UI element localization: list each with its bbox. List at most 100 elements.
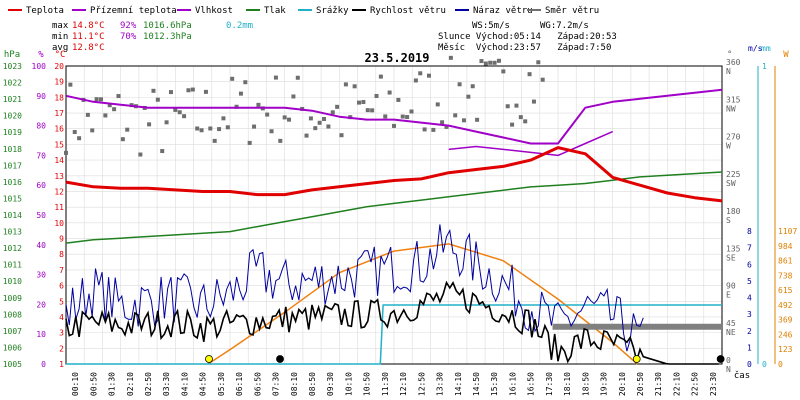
pressure-tick: 1013 bbox=[3, 228, 22, 237]
pressure-tick: 1021 bbox=[3, 95, 22, 104]
direction-point bbox=[221, 116, 226, 121]
pressure-tick: 1022 bbox=[3, 79, 22, 88]
time-tick: 02:10 bbox=[126, 372, 135, 396]
stat-min-press: 1012.3hPa bbox=[143, 32, 192, 42]
solar-tick: 123 bbox=[778, 345, 793, 354]
humidity-unit: % bbox=[38, 50, 44, 60]
direction-point bbox=[536, 60, 541, 65]
time-tick: 03:30 bbox=[162, 372, 171, 396]
direction-label: E bbox=[726, 291, 731, 300]
time-tick: 20:10 bbox=[618, 372, 627, 396]
direction-point bbox=[98, 97, 103, 102]
direction-point bbox=[505, 104, 510, 109]
time-tick: 00:50 bbox=[89, 372, 98, 396]
solar-line bbox=[207, 243, 638, 365]
time-unit: čas bbox=[734, 370, 750, 381]
time-tick: 08:50 bbox=[308, 372, 317, 396]
direction-point bbox=[160, 149, 165, 154]
direction-point bbox=[352, 84, 357, 89]
direction-point bbox=[378, 74, 383, 79]
direction-point bbox=[295, 75, 300, 80]
legend-label: Směr větru bbox=[545, 6, 599, 16]
direction-point bbox=[177, 110, 182, 115]
direction-point bbox=[243, 80, 248, 85]
direction-label: S bbox=[726, 216, 731, 225]
stat-max-rain: 0.2mm bbox=[226, 21, 253, 31]
solar-tick: 492 bbox=[778, 301, 793, 310]
time-tick: 08:10 bbox=[290, 372, 299, 396]
direction-tick: 360 bbox=[726, 58, 741, 67]
pressure-tick: 1023 bbox=[3, 62, 22, 71]
time-tick: 01:30 bbox=[108, 372, 117, 396]
stats-block: max 14.8°C 92% 1016.6hPa 0.2mm min 11.1°… bbox=[52, 21, 617, 53]
direction-point bbox=[112, 107, 117, 112]
direction-point bbox=[173, 107, 178, 112]
pressure-tick: 1007 bbox=[3, 327, 22, 336]
time-tick: 23:30 bbox=[709, 372, 718, 396]
time-tick: 10:50 bbox=[363, 372, 372, 396]
humidity-tick: 50 bbox=[36, 211, 46, 220]
direction-point bbox=[501, 69, 506, 74]
time-tick: 21:30 bbox=[654, 372, 663, 396]
humidity-line bbox=[448, 130, 613, 157]
time-tick: 22:10 bbox=[672, 372, 681, 396]
direction-point bbox=[287, 117, 292, 122]
direction-point bbox=[273, 75, 278, 80]
legend-label: Rychlost větru bbox=[370, 6, 446, 16]
time-tick: 05:30 bbox=[217, 372, 226, 396]
direction-point bbox=[409, 109, 414, 114]
temp-tick: 6 bbox=[59, 282, 64, 291]
time-tick: 17:30 bbox=[545, 372, 554, 396]
pressure-tick: 1020 bbox=[3, 112, 22, 121]
stat-wg: WG:7.2m/s bbox=[540, 21, 589, 31]
direction-point bbox=[540, 77, 545, 82]
rain-tick: 0 bbox=[762, 360, 767, 369]
direction-point bbox=[531, 99, 536, 104]
legend-label: Srážky bbox=[316, 6, 349, 16]
temp-tick: 10 bbox=[54, 219, 64, 228]
plot-area bbox=[64, 55, 725, 365]
temp-unit: °C bbox=[55, 50, 66, 60]
temp-tick: 9 bbox=[59, 235, 64, 244]
temp-tick: 16 bbox=[54, 125, 64, 134]
humidity-tick: 60 bbox=[36, 181, 46, 190]
direction-point bbox=[278, 138, 283, 143]
temp-tick: 11 bbox=[54, 203, 64, 212]
direction-point bbox=[448, 55, 453, 60]
chart-title: 23.5.2019 bbox=[364, 51, 429, 65]
solar-tick: 0 bbox=[778, 360, 783, 369]
pressure-tick: 1019 bbox=[3, 128, 22, 137]
direction-point bbox=[326, 124, 331, 129]
sun-marker bbox=[632, 355, 641, 363]
direction-point bbox=[125, 127, 130, 132]
time-tick: 06:50 bbox=[253, 372, 262, 396]
direction-label: W bbox=[726, 142, 731, 151]
stat-max-press: 1016.6hPa bbox=[143, 21, 192, 31]
time-tick: 15:30 bbox=[490, 372, 499, 396]
direction-tick: 90 bbox=[726, 282, 736, 291]
moon-marker bbox=[276, 355, 284, 363]
humidity-tick: 40 bbox=[36, 241, 46, 250]
direction-point bbox=[164, 120, 169, 125]
direction-point bbox=[335, 104, 340, 109]
pressure-tick: 1018 bbox=[3, 145, 22, 154]
temp-tick: 7 bbox=[59, 266, 64, 275]
pressure-tick: 1006 bbox=[3, 343, 22, 352]
windspeed-tick: 4 bbox=[747, 294, 752, 303]
time-tick: 14:50 bbox=[472, 372, 481, 396]
stat-sun: Slunce Východ:05:14 Západ:20:53 bbox=[438, 32, 617, 42]
direction-point bbox=[426, 73, 431, 78]
stat-min-hum: 70% bbox=[120, 32, 137, 42]
direction-point bbox=[440, 120, 445, 125]
direction-point bbox=[475, 117, 480, 122]
direction-point bbox=[225, 125, 230, 130]
direction-point bbox=[422, 127, 427, 132]
time-axis: 00:10 00:50 01:30 02:10 02:50 03:30 04:10 04:50… bbox=[71, 370, 750, 396]
direction-point bbox=[357, 100, 362, 105]
time-tick: 14:10 bbox=[454, 372, 463, 396]
direction-point bbox=[457, 82, 462, 87]
direction-point bbox=[186, 88, 191, 93]
temp-tick: 20 bbox=[54, 62, 64, 71]
pressure-tick: 1012 bbox=[3, 244, 22, 253]
direction-point bbox=[269, 129, 274, 134]
